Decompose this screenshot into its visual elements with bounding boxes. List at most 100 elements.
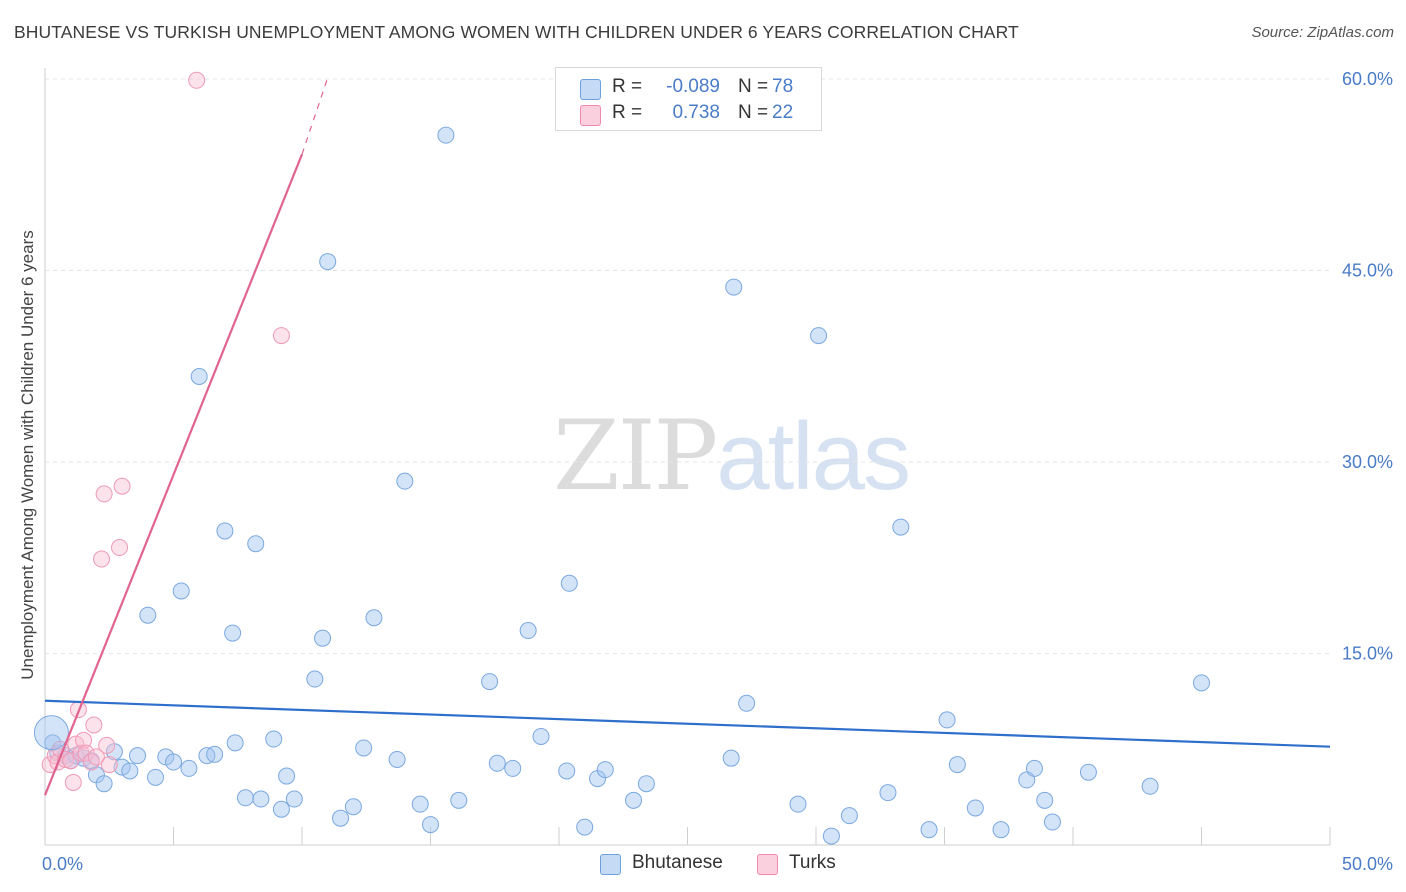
bhutanese-point (388, 750, 406, 768)
bhutanese-point (247, 535, 265, 553)
watermark-atlas: atlas (716, 403, 911, 510)
bhutanese-point (1193, 674, 1210, 692)
turks-trend-line (43, 153, 304, 796)
bhutanese-point (738, 694, 756, 712)
bhutanese-trend-line (44, 699, 1331, 748)
bhutanese-point (948, 756, 966, 774)
bhutanese-point (532, 727, 550, 745)
bhutanese-point (180, 759, 198, 777)
legend-r-label: R = (612, 76, 643, 97)
bhutanese-point (285, 790, 303, 808)
turks-point (93, 550, 111, 568)
bhutanese-point (95, 775, 113, 793)
turks-point (98, 736, 116, 754)
turks-point (272, 327, 290, 345)
turks-trend-extension (301, 77, 329, 155)
turks-point (113, 477, 131, 495)
bhutanese-point (1141, 777, 1159, 795)
bhutanese-point (265, 730, 283, 748)
turks-point (111, 539, 129, 557)
bhutanese-point (355, 739, 373, 757)
bhutanese-point (722, 749, 740, 767)
bhutanese-point (190, 367, 208, 385)
bhutanese-point (344, 798, 362, 816)
turks-point (100, 756, 118, 774)
bhutanese-point (139, 606, 157, 624)
bhutanese-point (938, 711, 956, 729)
bhutanese-point (236, 789, 254, 807)
legend-r-value: 0.738 (672, 102, 720, 123)
bhutanese-point (488, 754, 506, 772)
bhutanese-point (1025, 759, 1043, 777)
watermark-zip: ZIP (553, 400, 718, 512)
bhutanese-point (504, 759, 522, 777)
watermark: ZIPatlas (553, 400, 911, 512)
turks-point (75, 731, 93, 749)
legend-label-bhutanese: Bhutanese (632, 852, 723, 873)
turks-point (82, 753, 100, 771)
bhutanese-point (637, 775, 655, 793)
bhutanese-point (596, 761, 614, 779)
bhutanese-point (558, 762, 576, 780)
turks-point (77, 744, 95, 762)
bhutanese-point (1036, 791, 1054, 809)
bhutanese-point (129, 747, 147, 765)
bhutanese-point (172, 582, 190, 600)
bhutanese-point (625, 791, 643, 809)
legend-n-value: 78 (772, 76, 794, 97)
source-label: Source: ZipAtlas.com (1251, 24, 1394, 41)
legend-swatch-turks (757, 854, 778, 875)
legend-n-label: N = (738, 102, 769, 123)
bhutanese-point (1043, 813, 1061, 831)
y-tick-label: 45.0% (1342, 261, 1393, 281)
bhutanese-point (365, 609, 383, 627)
bhutanese-point (147, 768, 165, 786)
bhutanese-point (879, 784, 897, 802)
bhutanese-point (206, 745, 224, 763)
bhutanese-point (840, 807, 858, 825)
turks-point (188, 71, 206, 89)
bhutanese-point (422, 816, 439, 834)
bhutanese-point (560, 574, 578, 592)
legend-label-turks: Turks (789, 852, 836, 873)
y-tick-label: 30.0% (1342, 452, 1393, 472)
bhutanese-point (481, 673, 499, 691)
legend-r-value: -0.089 (666, 76, 720, 97)
bhutanese-point (892, 518, 910, 536)
turks-point (95, 485, 113, 503)
legend-swatch-turks (580, 105, 601, 126)
bhutanese-point (396, 472, 414, 490)
bhutanese-point (252, 790, 270, 808)
bhutanese-point (306, 670, 324, 688)
x-tick-label: 0.0% (42, 854, 83, 874)
turks-point (85, 716, 103, 734)
legend-r-label: R = (612, 102, 643, 123)
turks-point (87, 748, 105, 766)
bhutanese-point (966, 799, 984, 817)
bhutanese-point (278, 767, 296, 785)
y-tick-label: 15.0% (1342, 644, 1393, 664)
bhutanese-point (319, 253, 337, 271)
bhutanese-point (576, 818, 594, 836)
bhutanese-point (725, 278, 743, 296)
y-axis-label: Unemployment Among Women with Children U… (18, 230, 37, 679)
legend-swatch-bhutanese (600, 854, 621, 875)
bhutanese-point (224, 624, 242, 642)
correlation-legend: R = -0.089 N = 78 R = 0.738 N = 22 (555, 67, 822, 131)
bhutanese-point (165, 753, 182, 771)
bhutanese-point (789, 795, 807, 813)
bhutanese-point (121, 762, 139, 780)
bhutanese-point (411, 795, 429, 813)
chart-title: BHUTANESE VS TURKISH UNEMPLOYMENT AMONG … (14, 22, 1019, 42)
bhutanese-point (437, 126, 455, 144)
legend-n-label: N = (738, 76, 769, 97)
bhutanese-point (822, 827, 840, 845)
bhutanese-point (226, 734, 244, 752)
bhutanese-point (450, 791, 468, 809)
bhutanese-point (272, 800, 290, 818)
legend-swatch-bhutanese (580, 79, 601, 100)
bhutanese-point (519, 622, 537, 640)
y-tick-label: 60.0% (1342, 69, 1393, 89)
turks-point (64, 773, 82, 791)
